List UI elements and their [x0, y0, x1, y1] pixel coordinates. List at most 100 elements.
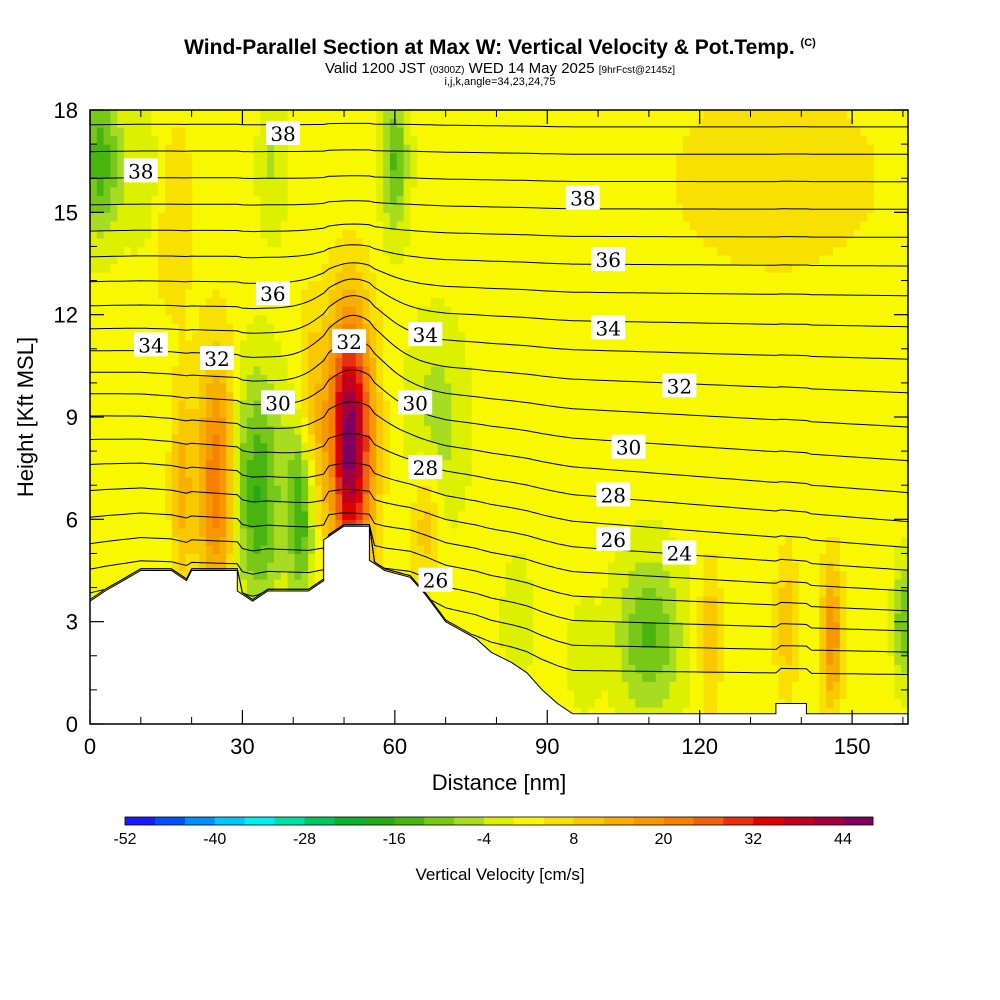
w-cell [308, 203, 316, 213]
w-cell [144, 391, 152, 401]
w-cell [164, 510, 173, 520]
w-cell [328, 365, 336, 375]
w-cell [90, 468, 98, 478]
w-cell [492, 365, 500, 375]
w-cell [444, 289, 452, 299]
w-cell [499, 374, 507, 384]
w-cell [321, 417, 330, 427]
w-cell [369, 510, 377, 520]
w-cell [505, 647, 514, 657]
w-cell [526, 169, 534, 179]
w-cell [90, 246, 98, 256]
w-cell [512, 127, 521, 137]
w-cell [137, 306, 146, 316]
w-cell [389, 374, 398, 384]
w-cell [519, 408, 527, 418]
w-cell [451, 570, 459, 580]
w-cell [512, 425, 521, 435]
w-cell [505, 638, 514, 648]
w-cell [539, 374, 548, 384]
w-cell [383, 220, 391, 230]
w-cell [110, 417, 118, 427]
w-cell [178, 340, 187, 350]
w-cell [205, 476, 214, 486]
w-cell [205, 519, 214, 529]
w-cell [553, 553, 561, 563]
w-cell [287, 561, 296, 572]
w-cell [512, 408, 521, 418]
w-cell [444, 519, 452, 529]
w-cell [499, 331, 507, 341]
w-cell [403, 519, 411, 529]
w-cell [233, 544, 241, 555]
w-cell [355, 468, 364, 478]
w-cell [280, 374, 289, 384]
w-cell [287, 493, 296, 503]
w-cell [403, 374, 411, 384]
w-cell [90, 289, 98, 299]
w-cell [110, 169, 118, 179]
w-cell [526, 493, 534, 503]
w-cell [212, 468, 221, 478]
w-cell [512, 553, 521, 563]
w-cell [328, 459, 336, 469]
w-cell [492, 127, 500, 137]
w-cell [308, 195, 316, 205]
w-cell [274, 186, 282, 196]
w-cell [430, 408, 439, 418]
w-cell [430, 476, 439, 486]
w-cell [219, 374, 227, 384]
w-cell [185, 289, 193, 299]
w-cell [124, 502, 132, 512]
w-cell [110, 229, 118, 239]
w-cell [267, 442, 275, 452]
w-cell [185, 169, 193, 179]
w-cell [444, 152, 452, 162]
w-cell [485, 536, 493, 546]
w-cell [212, 340, 221, 350]
w-cell [328, 144, 336, 154]
w-cell [430, 434, 439, 444]
w-cell [451, 391, 459, 401]
w-cell [158, 382, 166, 393]
w-cell [294, 331, 302, 341]
w-cell [389, 434, 398, 444]
w-cell [471, 553, 480, 563]
w-cell [410, 127, 418, 137]
w-cell [239, 527, 248, 537]
w-cell [539, 323, 548, 333]
w-cell [533, 246, 541, 256]
w-cell [355, 110, 364, 120]
w-cell [526, 152, 534, 162]
subtitle-zulu: (0300Z) [429, 65, 465, 76]
w-cell [117, 246, 125, 256]
w-cell [280, 144, 289, 154]
w-cell [267, 178, 275, 188]
w-cell [199, 220, 207, 230]
w-cell [410, 553, 418, 563]
w-cell [492, 237, 500, 248]
w-cell [274, 229, 282, 239]
w-cell [130, 442, 139, 452]
w-cell [533, 365, 541, 375]
w-cell [526, 365, 534, 375]
w-cell [246, 579, 255, 589]
w-cell [212, 237, 221, 248]
w-cell [383, 280, 391, 290]
w-cell [253, 246, 262, 256]
w-cell [417, 229, 425, 239]
w-cell [458, 254, 466, 265]
w-cell [199, 365, 207, 375]
w-cell [328, 451, 336, 461]
w-cell [178, 493, 187, 503]
w-cell [512, 118, 521, 128]
w-cell [485, 263, 493, 273]
w-cell [383, 425, 391, 435]
w-cell [233, 110, 241, 120]
w-cell [519, 161, 527, 171]
w-cell [505, 399, 514, 410]
w-cell [171, 374, 180, 384]
w-cell [444, 553, 452, 563]
w-cell [533, 297, 541, 307]
w-cell [403, 476, 411, 486]
